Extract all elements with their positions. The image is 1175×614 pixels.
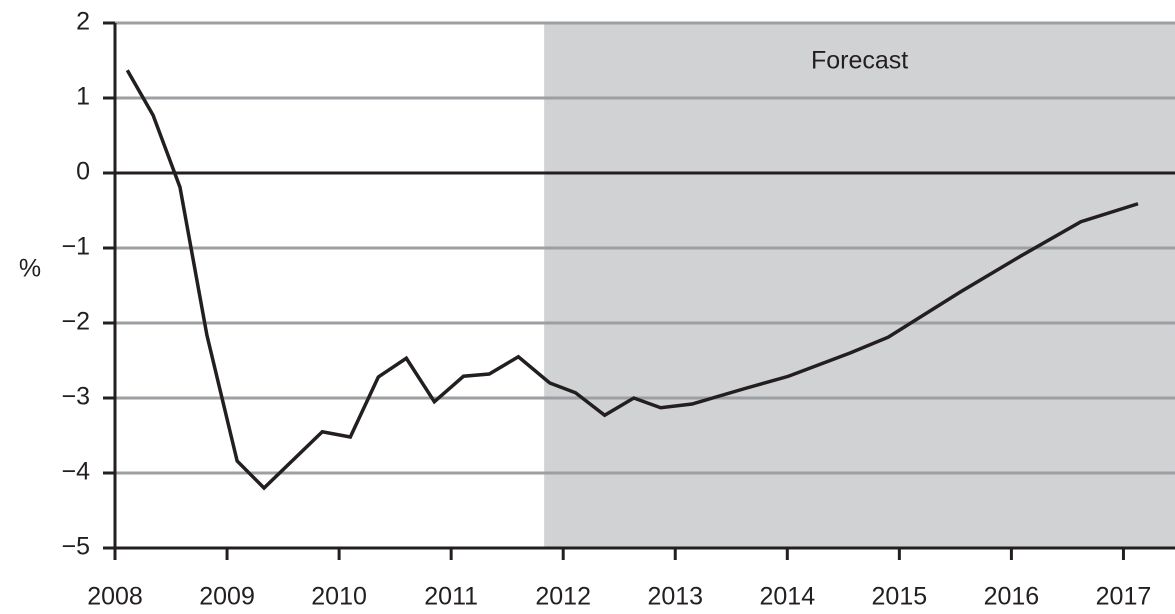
y-tick-label: 2 — [76, 8, 90, 36]
x-tick-label: 2013 — [647, 583, 703, 611]
y-tick-label: 0 — [76, 158, 90, 186]
x-tick-label: 2014 — [759, 583, 815, 611]
x-tick-label: 2016 — [984, 583, 1040, 611]
y-tick-label: −1 — [61, 233, 90, 261]
forecast-shade — [544, 23, 1175, 548]
x-tick-label: 2012 — [535, 583, 591, 611]
y-tick-label: −4 — [61, 458, 90, 486]
x-tick-label: 2011 — [424, 583, 478, 611]
x-tick-label: 2009 — [199, 583, 255, 611]
x-tick-label: 2015 — [872, 583, 928, 611]
y-tick-label: −5 — [61, 533, 90, 561]
y-tick-label: 1 — [76, 83, 90, 111]
y-tick-label: −3 — [61, 383, 90, 411]
y-tick-label: −2 — [61, 308, 90, 336]
x-tick-label: 2010 — [311, 583, 367, 611]
x-tick-label: 2017 — [1096, 583, 1152, 611]
annotation: Forecast — [811, 47, 908, 75]
x-tick-label: 2008 — [87, 583, 143, 611]
data-line — [125, 69, 1139, 491]
y-axis-label: % — [19, 255, 41, 283]
